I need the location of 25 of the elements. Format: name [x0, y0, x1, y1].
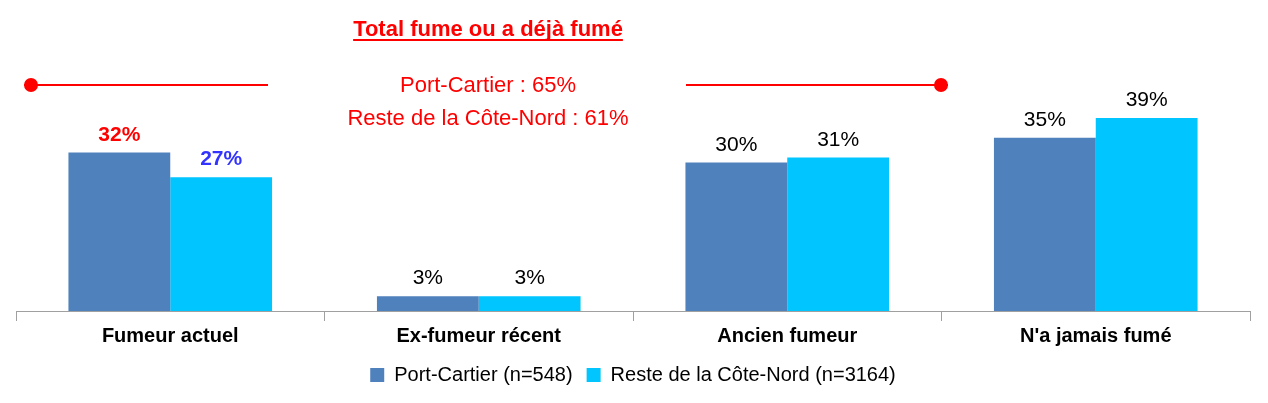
data-label: 27% — [200, 146, 243, 170]
legend-label: Reste de la Côte-Nord (n=3164) — [610, 362, 896, 385]
bar — [787, 157, 890, 311]
bar — [68, 152, 171, 311]
bar — [478, 296, 581, 311]
data-label: 35% — [1023, 106, 1066, 130]
x-tick-label: Ex-fumeur récent — [396, 323, 562, 346]
bar — [685, 162, 788, 311]
data-label: 31% — [817, 126, 860, 150]
data-label: 30% — [715, 131, 758, 155]
x-tick-label: Ancien fumeur — [717, 323, 858, 346]
data-label: 3% — [514, 265, 545, 289]
bar — [993, 137, 1096, 311]
x-tick-label: N'a jamais fumé — [1020, 323, 1172, 346]
chart-title: Total fume ou a déjà fumé — [353, 16, 623, 41]
bar — [376, 296, 479, 311]
data-label: 32% — [98, 121, 141, 145]
x-tick-label: Fumeur actuel — [101, 323, 239, 346]
bar — [170, 177, 273, 311]
bar — [1095, 117, 1198, 311]
data-label: 39% — [1125, 86, 1168, 110]
annotation: Reste de la Côte-Nord : 61% — [347, 105, 629, 130]
text: Port-Cartier : 65% — [399, 72, 577, 97]
legend-label: Port-Cartier (n=548) — [394, 362, 573, 385]
data-label: 3% — [412, 265, 444, 289]
